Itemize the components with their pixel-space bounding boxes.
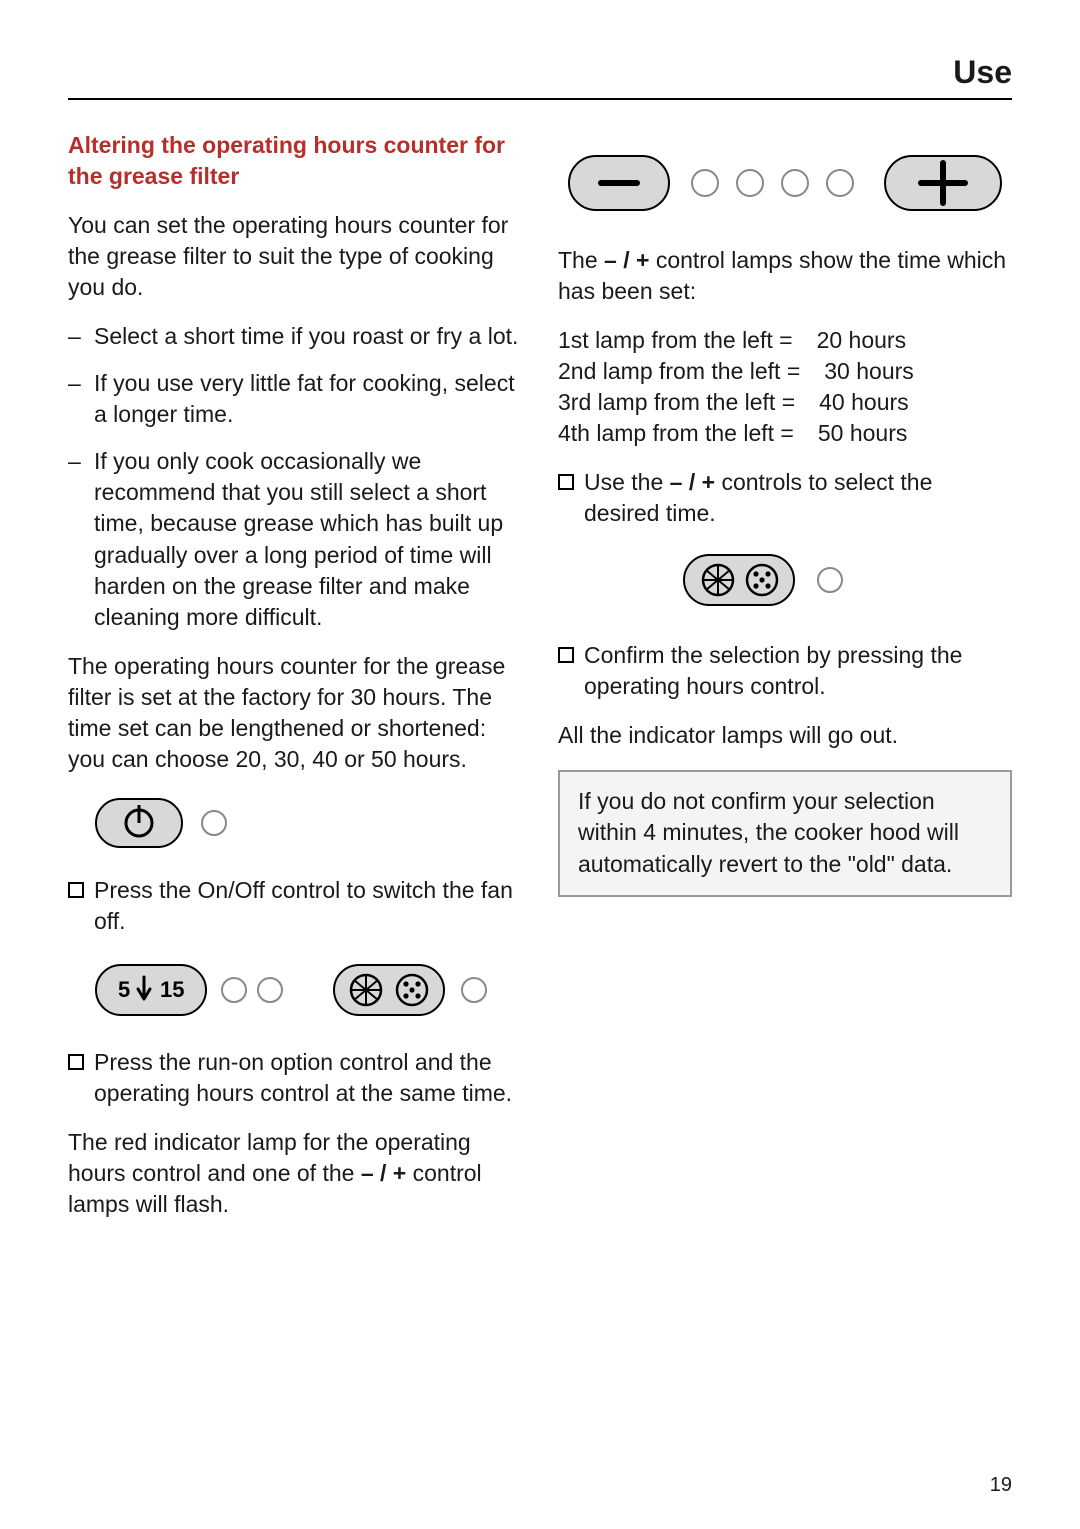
lamp-row: 4th lamp from the left =50 hours [558, 418, 1012, 449]
lamp-row: 3rd lamp from the left =40 hours [558, 387, 1012, 418]
factory-paragraph: The operating hours counter for the grea… [68, 651, 522, 775]
lamp-label: 3rd lamp from the left = [558, 387, 795, 418]
header-rule [68, 98, 1012, 100]
lamp-intro-a: The [558, 247, 604, 273]
all-out-paragraph: All the indicator lamps will go out. [558, 720, 1012, 751]
step-select-a: Use the [584, 469, 670, 495]
right-column: The – / + control lamps show the time wh… [558, 130, 1012, 1238]
bullet-item: If you use very little fat for cooking, … [68, 368, 522, 430]
lamp-table: 1st lamp from the left =20 hours2nd lamp… [558, 325, 1012, 449]
page-number: 19 [990, 1474, 1012, 1497]
page-title: Use [953, 54, 1012, 91]
bullet-item: Select a short time if you roast or fry … [68, 321, 522, 352]
lamp-label: 4th lamp from the left = [558, 418, 794, 449]
runon-ophours-illustration: 5 15 [94, 955, 522, 1025]
lamp-row: 2nd lamp from the left =30 hours [558, 356, 1012, 387]
minus-plus-symbol: – / + [604, 247, 649, 273]
timer-5-label: 5 [118, 977, 130, 1002]
step-press-both: Press the run-on option control and the … [68, 1047, 522, 1109]
onoff-control-illustration [94, 793, 522, 853]
minus-plus-illustration [558, 148, 1012, 223]
ophours-control-illustration [558, 547, 1012, 618]
flash-paragraph: The red indicator lamp for the operating… [68, 1127, 522, 1220]
section-heading: Altering the operating hours counter for… [68, 130, 522, 192]
lamp-value: 50 hours [794, 418, 908, 449]
step-press-onoff: Press the On/Off control to switch the f… [68, 875, 522, 937]
step-confirm: Confirm the selection by pressing the op… [558, 640, 1012, 702]
lamp-value: 20 hours [793, 325, 907, 356]
minus-plus-symbol: – / + [361, 1160, 406, 1186]
lamp-row: 1st lamp from the left =20 hours [558, 325, 1012, 356]
bullet-list: Select a short time if you roast or fry … [68, 321, 522, 632]
lamp-value: 40 hours [795, 387, 909, 418]
intro-paragraph: You can set the operating hours counter … [68, 210, 522, 303]
minus-plus-symbol: – / + [670, 469, 715, 495]
lamp-label: 1st lamp from the left = [558, 325, 793, 356]
lamp-intro: The – / + control lamps show the time wh… [558, 245, 1012, 307]
lamp-value: 30 hours [800, 356, 914, 387]
left-column: Altering the operating hours counter for… [68, 130, 522, 1238]
note-box: If you do not confirm your selection wit… [558, 770, 1012, 897]
step-select-time: Use the – / + controls to select the des… [558, 467, 1012, 529]
content-columns: Altering the operating hours counter for… [68, 130, 1012, 1238]
bullet-item: If you only cook occasionally we recomme… [68, 446, 522, 632]
lamp-label: 2nd lamp from the left = [558, 356, 800, 387]
timer-15-label: 15 [160, 977, 184, 1002]
